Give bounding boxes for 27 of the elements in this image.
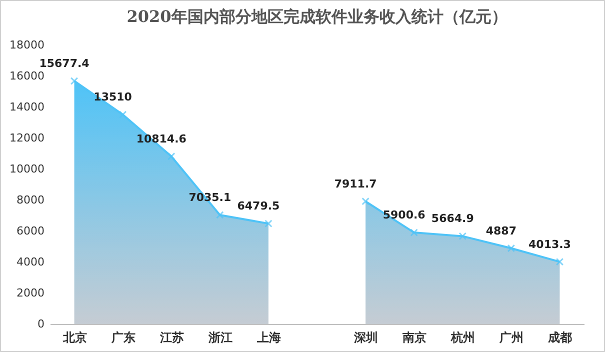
x-tick-label: 上海 bbox=[256, 330, 281, 344]
x-tick-label: 深圳 bbox=[353, 330, 378, 344]
data-label: 6479.5 bbox=[237, 200, 280, 213]
x-tick-label: 南京 bbox=[402, 330, 427, 344]
y-tick-label: 8000 bbox=[16, 194, 44, 206]
x-tick-label: 广东 bbox=[110, 330, 136, 344]
x-tick-label: 杭州 bbox=[450, 330, 476, 344]
data-label: 4887 bbox=[486, 224, 516, 238]
x-tick-label: 北京 bbox=[62, 330, 87, 344]
x-tick-label: 广州 bbox=[498, 330, 524, 344]
y-tick-label: 16000 bbox=[10, 70, 44, 82]
y-tick-label: 14000 bbox=[10, 100, 44, 114]
y-tick-label: 12000 bbox=[10, 132, 44, 144]
x-tick-label: 成都 bbox=[547, 330, 572, 344]
y-tick-label: 0 bbox=[38, 318, 44, 330]
x-tick-label: 江苏 bbox=[158, 330, 184, 344]
y-tick-label: 10000 bbox=[10, 162, 44, 176]
data-label: 15677.4 bbox=[39, 57, 90, 70]
y-tick-label: 18000 bbox=[10, 38, 44, 52]
y-tick-label: 6000 bbox=[16, 224, 44, 238]
data-label: 4013.3 bbox=[528, 238, 571, 251]
data-label: 5664.9 bbox=[431, 212, 474, 226]
y-tick-label: 2000 bbox=[16, 286, 44, 300]
chart-title: 2020年国内部分地区完成软件业务收入统计（亿元） bbox=[126, 7, 508, 26]
x-tick-label: 浙江 bbox=[207, 330, 232, 344]
data-label: 7911.7 bbox=[334, 177, 377, 190]
y-tick-label: 4000 bbox=[16, 256, 44, 268]
